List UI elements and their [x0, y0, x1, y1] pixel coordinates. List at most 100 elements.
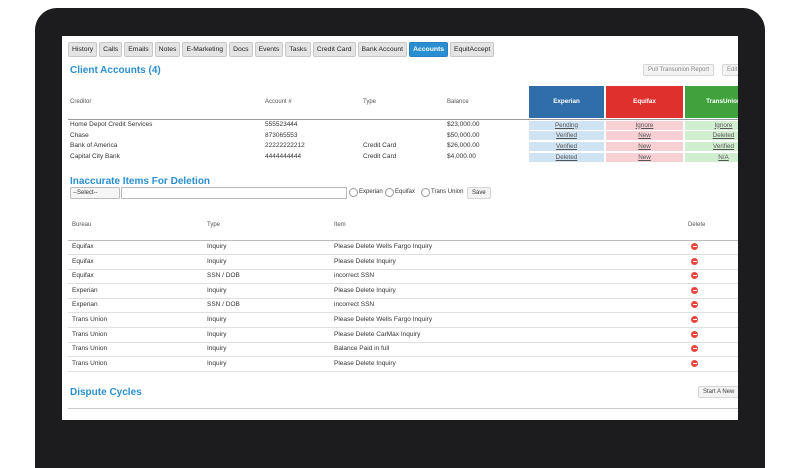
cell: incorrect SSN: [334, 301, 375, 309]
delete-icon[interactable]: [691, 243, 698, 250]
button[interactable]: Edit: [722, 64, 738, 76]
column-header: Delete: [688, 222, 706, 228]
status-cell[interactable]: Verified: [529, 141, 604, 151]
cell: Trans Union: [72, 330, 108, 338]
delete-icon[interactable]: [691, 286, 698, 294]
tab[interactable]: Events: [254, 42, 284, 57]
row-divider: [68, 356, 738, 358]
cell: Please Delete Inquiry: [334, 286, 396, 294]
delete-icon[interactable]: [691, 257, 698, 265]
cell: Inquiry: [207, 316, 227, 323]
bureau-header: TransUnion: [685, 86, 738, 118]
status-cell[interactable]: Pending: [529, 120, 604, 130]
cell: Please Delete Wells Fargo Inquiry: [334, 316, 433, 323]
button[interactable]: Pull Transunion Report: [643, 64, 715, 76]
cell: Please Delete CarMax Inquiry: [334, 330, 421, 338]
tab[interactable]: Docs: [229, 42, 253, 57]
column-header: Item: [334, 222, 346, 228]
cell: Experian: [72, 286, 98, 294]
cell: Trans Union: [72, 316, 108, 323]
status-cell[interactable]: Ignore: [606, 120, 683, 130]
status-cell[interactable]: Ignore: [685, 120, 738, 130]
cell: Capital City Bank: [70, 153, 120, 161]
status-cell[interactable]: N/A: [685, 152, 738, 162]
cell: Inquiry: [207, 345, 227, 353]
cell: Inquiry: [207, 330, 227, 338]
tab[interactable]: History: [68, 42, 98, 57]
status-cell[interactable]: Deleted: [529, 152, 604, 162]
checkbox[interactable]: [421, 188, 430, 197]
cell: Bank of America: [70, 142, 118, 150]
delete-icon[interactable]: [691, 272, 698, 280]
column-header: Bureau: [72, 222, 92, 228]
cell: Please Delete Inquiry: [334, 257, 396, 265]
select[interactable]: --Select--: [70, 187, 120, 199]
cell: $23,000.00: [447, 121, 480, 128]
text-input[interactable]: [121, 187, 347, 199]
status-cell[interactable]: New: [606, 141, 683, 151]
cell: SSN / DOB: [207, 272, 240, 280]
cell: Trans Union: [72, 359, 108, 367]
delete-icon[interactable]: [691, 316, 698, 323]
cell: Inquiry: [207, 359, 227, 367]
tab[interactable]: EquitAccept: [450, 42, 495, 57]
tab[interactable]: Tasks: [285, 42, 311, 57]
column-header: Account #: [265, 99, 292, 105]
cell: Equifax: [72, 243, 94, 250]
status-cell[interactable]: New: [606, 152, 683, 162]
cell: 555523444: [265, 121, 298, 128]
cell: 22222222212: [265, 142, 305, 150]
divider: [68, 119, 738, 120]
cell: $4,000.00: [447, 153, 476, 161]
button[interactable]: Start A New: [698, 386, 738, 398]
screen: History Calls Emails Notes E-Marketing Docs Ev…: [62, 36, 738, 420]
tab[interactable]: Emails: [124, 42, 153, 57]
tab[interactable]: Credit Card: [312, 42, 356, 57]
button[interactable]: Save: [467, 187, 491, 199]
cell: Chase: [70, 131, 89, 139]
cell: Please Delete Wells Fargo Inquiry: [334, 243, 433, 250]
tab[interactable]: Notes: [154, 42, 181, 57]
cell: Credit Card: [363, 153, 397, 161]
cell: Equifax: [72, 272, 94, 280]
cell: 873065553: [265, 131, 298, 139]
row-divider: [68, 254, 738, 255]
section-title: Inaccurate Items For Deletion: [70, 176, 211, 187]
tab[interactable]: E-Marketing: [182, 42, 228, 57]
cell: Equifax: [72, 257, 94, 265]
delete-icon[interactable]: [691, 330, 698, 338]
tab-bar: History Calls Emails Notes E-Marketing Docs Ev…: [68, 42, 495, 57]
row-divider: [68, 370, 738, 372]
delete-icon[interactable]: [691, 301, 698, 309]
bureau-header: Equifax: [606, 86, 683, 118]
section-title: Dispute Cycles: [70, 387, 142, 398]
delete-icon[interactable]: [691, 359, 698, 367]
tab[interactable]: Calls: [99, 42, 123, 57]
section-title: Client Accounts (4): [70, 65, 161, 76]
row-divider: [68, 341, 738, 343]
select-text: --Select--: [73, 189, 98, 196]
tab[interactable]: Accounts: [409, 42, 449, 57]
cell: Credit Card: [363, 142, 397, 150]
cell: SSN / DOB: [207, 301, 240, 309]
bureau-header: Experian: [529, 86, 604, 118]
cell: Please Delete Inquiry: [334, 359, 396, 367]
status-cell[interactable]: Verified: [685, 141, 738, 151]
status-cell[interactable]: Deleted: [685, 131, 738, 141]
delete-icon[interactable]: [691, 345, 698, 353]
checkbox-label: Trans Union: [431, 189, 464, 195]
row-divider: [68, 327, 738, 328]
row-divider: [68, 268, 738, 270]
checkbox[interactable]: [349, 188, 358, 197]
checkbox[interactable]: [385, 188, 394, 197]
status-cell[interactable]: New: [606, 131, 683, 141]
status-cell[interactable]: Verified: [529, 131, 604, 141]
column-header: Type: [207, 222, 221, 228]
cell: Trans Union: [72, 345, 108, 353]
page: { "tabs": ["History", "Calls", "Emails",…: [35, 8, 765, 468]
checkbox-label: Experian: [359, 189, 383, 195]
column-header: Balance: [447, 99, 469, 105]
column-header: TransUnion: [706, 98, 738, 105]
row-divider: [68, 283, 738, 285]
tab[interactable]: Bank Account: [357, 42, 408, 57]
